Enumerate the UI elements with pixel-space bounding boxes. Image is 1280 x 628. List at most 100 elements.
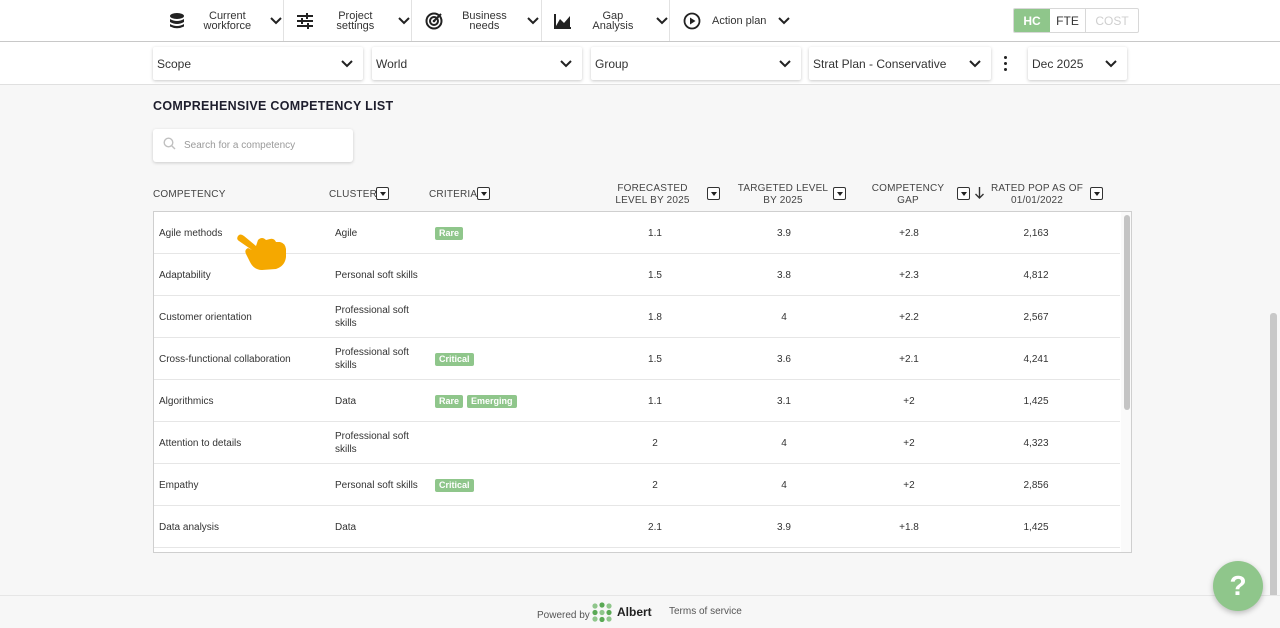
criteria-cell: Critical [435, 338, 585, 380]
competency-cell: Algorithmics [159, 395, 214, 407]
scope-select[interactable]: Scope [153, 47, 363, 80]
competency-cell: Attention to details [159, 437, 242, 449]
forecasted-cell: 2 [652, 479, 658, 491]
more-options-icon[interactable] [998, 52, 1012, 74]
cluster-filter-dropdown-icon[interactable] [376, 187, 389, 200]
cluster-cell: Professional soft skills [335, 305, 409, 329]
chevron-down-icon [270, 14, 283, 28]
pop-cell: 1,425 [1023, 395, 1049, 407]
table-row[interactable]: Cross-functional collaboration Profession… [154, 338, 1120, 380]
pop-cell: 2,856 [1023, 479, 1049, 491]
search-input[interactable] [184, 140, 344, 151]
world-select[interactable]: World [372, 47, 582, 80]
toggle-cost[interactable]: COST [1095, 13, 1129, 28]
criteria-cell [435, 506, 585, 548]
date-select-value: Dec 2025 [1032, 56, 1084, 71]
criteria-badge: Critical [435, 478, 474, 492]
table-row[interactable]: Agile methods Agile Rare 1.1 3.9 +2.8 2,163 [154, 212, 1120, 254]
nav-business-needs[interactable]: Business needs [412, 0, 542, 41]
criteria-cell [435, 296, 585, 338]
forecasted-cell: 1.5 [648, 353, 662, 365]
sort-descending-icon[interactable] [974, 186, 985, 205]
header-gap: COMPETENCY GAP [871, 183, 945, 206]
top-navigation: Current workforce Project settings Busin… [0, 0, 1280, 42]
table-row[interactable]: Customer orientation Professional soft sk… [154, 296, 1120, 338]
chevron-down-icon [341, 57, 353, 71]
cluster-cell: Professional soft skills [335, 431, 409, 455]
competency-cell: Cross-functional collaboration [159, 353, 291, 365]
criteria-filter-dropdown-icon[interactable] [477, 187, 490, 200]
pop-cell: 2,163 [1023, 227, 1049, 239]
albert-logo-icon [591, 602, 613, 623]
targeted-cell: 4 [781, 479, 787, 491]
help-button[interactable]: ? [1213, 561, 1263, 611]
play-circle-icon [682, 11, 702, 31]
targeted-cell: 4 [781, 311, 787, 323]
gap-cell: +2.2 [899, 311, 919, 323]
table-row[interactable] [154, 548, 1120, 552]
forecasted-cell: 2.1 [648, 521, 662, 533]
targeted-cell: 3.1 [777, 395, 791, 407]
forecasted-cell: 1.1 [648, 395, 662, 407]
competency-cell: Adaptability [159, 269, 211, 281]
header-criteria: CRITERIA [429, 189, 478, 200]
gap-cell: +2 [903, 479, 915, 491]
cluster-cell: Agile [335, 227, 358, 239]
table-scrollbar[interactable] [1124, 215, 1130, 410]
nav-project-settings[interactable]: Project settings [284, 0, 412, 41]
criteria-cell [435, 254, 585, 296]
search-icon [163, 136, 176, 155]
pop-cell: 4,812 [1023, 269, 1049, 281]
nav-label: Action plan [712, 14, 767, 27]
nav-label: Business needs [462, 9, 507, 32]
nav-gap-analysis[interactable]: Gap Analysis [542, 0, 670, 41]
scope-select-value: Scope [157, 56, 192, 71]
pop-cell: 4,323 [1023, 437, 1049, 449]
plan-select[interactable]: Strat Plan - Conservative [809, 47, 991, 80]
footer [0, 595, 1280, 628]
cluster-cell: Professional soft skills [335, 347, 409, 371]
pop-cell: 2,567 [1023, 311, 1049, 323]
cluster-cell: Personal soft skills [335, 269, 418, 281]
criteria-badge: Rare [435, 394, 464, 408]
table-row[interactable]: Algorithmics Data Rare Emerging 1.1 3.1 +2 1,42… [154, 380, 1120, 422]
targeted-cell: 3.9 [777, 227, 791, 239]
nav-action-plan[interactable]: Action plan [670, 0, 800, 41]
forecasted-cell: 1.5 [648, 269, 662, 281]
table-row[interactable]: Data analysis Data 2.1 3.9 +1.8 1,425 [154, 506, 1120, 548]
forecasted-cell: 1.1 [648, 227, 662, 239]
page-scrollbar[interactable] [1270, 313, 1277, 628]
competency-search[interactable] [153, 129, 353, 162]
toggle-hc[interactable]: HC [1014, 9, 1050, 32]
chevron-down-icon [655, 14, 669, 28]
targeted-filter-dropdown-icon[interactable] [833, 187, 846, 200]
cluster-cell: Data [335, 521, 357, 533]
gap-cell: +2.8 [899, 227, 919, 239]
table-row[interactable]: Adaptability Personal soft skills 1.5 3.8 +2… [154, 254, 1120, 296]
cluster-cell: Data [335, 395, 357, 407]
chevron-down-icon [1105, 57, 1117, 71]
world-select-value: World [376, 56, 408, 71]
criteria-badge: Emerging [467, 394, 517, 408]
powered-by-label: Powered by [537, 610, 590, 621]
nav-current-workforce[interactable]: Current workforce [160, 0, 284, 41]
gap-cell: +1.8 [899, 521, 919, 533]
competency-cell: Agile methods [159, 227, 223, 239]
date-select[interactable]: Dec 2025 [1028, 47, 1127, 80]
criteria-badge: Rare [435, 226, 464, 240]
gap-filter-dropdown-icon[interactable] [957, 187, 970, 200]
header-pop: RATED POP AS OF 01/01/2022 [990, 183, 1084, 206]
forecasted-filter-dropdown-icon[interactable] [707, 187, 720, 200]
terms-of-service-link[interactable]: Terms of service [669, 606, 742, 617]
toggle-fte[interactable]: FTE [1050, 9, 1086, 32]
table-row[interactable]: Empathy Personal soft skills Critical 2 4 +2 2… [154, 464, 1120, 506]
chevron-down-icon [778, 14, 792, 28]
forecasted-cell: 2 [652, 437, 658, 449]
page-title: COMPREHENSIVE COMPETENCY LIST [153, 99, 394, 113]
filter-bar: Scope World Group Strat Plan - Conservat… [0, 42, 1280, 85]
group-select[interactable]: Group [591, 47, 801, 80]
table-row[interactable]: Attention to details Professional soft sk… [154, 422, 1120, 464]
pop-filter-dropdown-icon[interactable] [1090, 187, 1103, 200]
competency-cell: Customer orientation [159, 311, 252, 323]
criteria-cell: Critical [435, 464, 585, 506]
